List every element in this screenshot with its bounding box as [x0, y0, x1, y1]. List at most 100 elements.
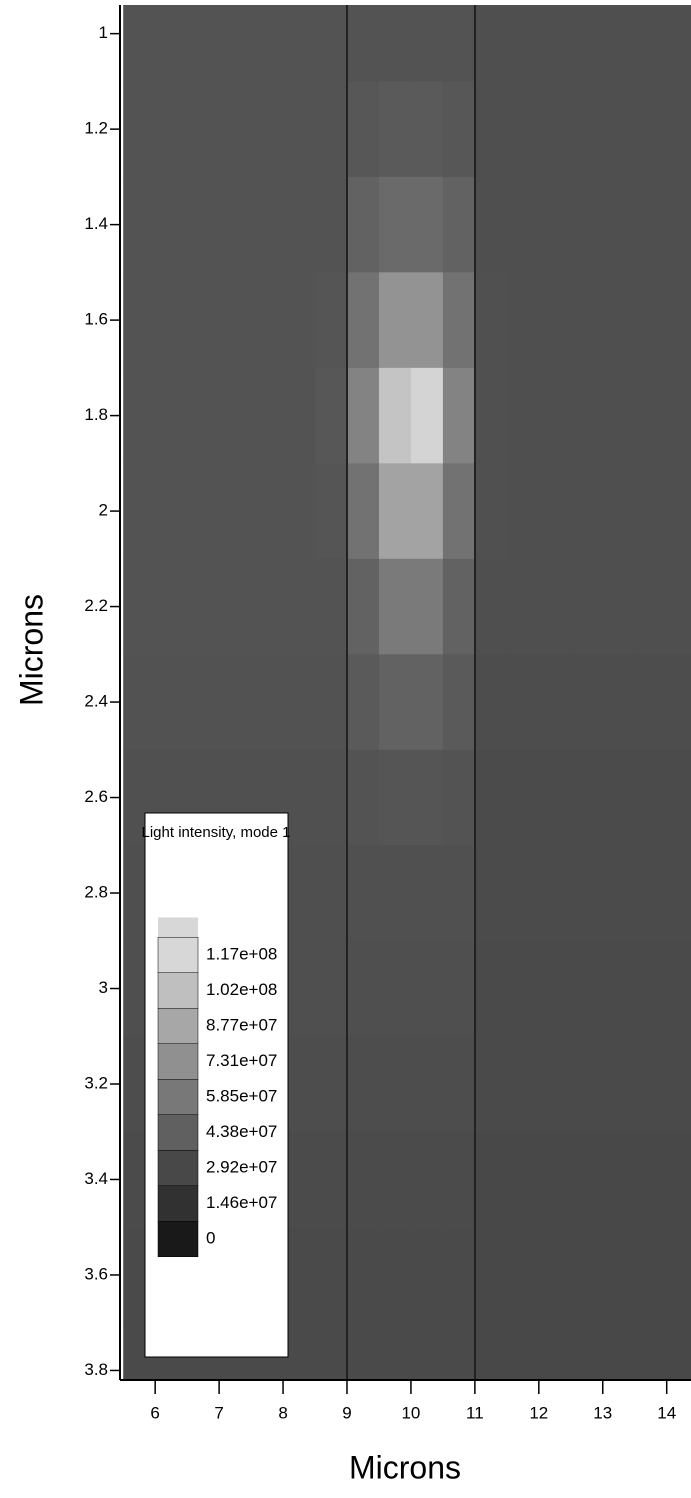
heat-cell — [346, 81, 380, 178]
heat-cell — [474, 1036, 508, 1133]
heat-cell — [474, 81, 508, 178]
heat-cell — [474, 176, 508, 273]
heat-cell — [666, 749, 691, 846]
heat-cell — [187, 5, 220, 82]
heat-cell — [666, 1131, 691, 1228]
heat-cell — [666, 558, 691, 655]
heat-cell — [315, 1322, 348, 1380]
y-tick-label: 2.6 — [84, 787, 108, 806]
heat-cell — [346, 367, 380, 464]
heat-cell — [602, 176, 636, 273]
heat-cell — [442, 654, 476, 751]
legend-label: 1.17e+08 — [206, 944, 277, 963]
heat-cell — [315, 940, 348, 1037]
heat-cell — [538, 463, 572, 560]
heat-cell — [506, 654, 540, 751]
heat-cell — [155, 558, 188, 655]
heat-cell — [410, 558, 444, 655]
heat-cell — [570, 272, 604, 369]
heat-cell — [378, 367, 412, 464]
heat-cell — [506, 81, 540, 178]
x-tick-label: 12 — [529, 1403, 548, 1422]
heat-cell — [570, 367, 604, 464]
heat-cell — [538, 176, 572, 273]
heat-cell — [506, 1227, 540, 1324]
legend-label: 8.77e+07 — [206, 1015, 277, 1034]
heat-cell — [442, 1131, 476, 1228]
heat-cell — [155, 654, 188, 751]
heat-cell — [410, 272, 444, 369]
heat-cell — [602, 81, 636, 178]
heat-cell — [634, 749, 668, 846]
colorbar-band — [157, 1079, 199, 1115]
heat-cell — [155, 81, 188, 178]
heat-cell — [474, 5, 508, 82]
heat-cell — [346, 5, 380, 82]
heat-cell — [251, 463, 284, 560]
heat-cell — [219, 463, 252, 560]
heatmap — [123, 5, 691, 1380]
colorbar-band — [157, 1150, 199, 1186]
heat-cell — [378, 845, 412, 942]
heat-cell — [123, 463, 156, 560]
heat-cell — [442, 176, 476, 273]
colorbar-band — [157, 1221, 199, 1257]
colorbar-band — [157, 1114, 199, 1151]
heat-cell — [378, 1322, 412, 1380]
heat-cell — [570, 749, 604, 846]
heat-cell — [474, 1227, 508, 1324]
heat-cell — [187, 81, 220, 178]
heat-cell — [219, 5, 252, 82]
heat-cell — [155, 367, 188, 464]
heat-cell — [346, 749, 380, 846]
heat-cell — [346, 845, 380, 942]
heat-cell — [602, 1131, 636, 1228]
colorbar-top — [158, 917, 198, 938]
heat-cell — [410, 940, 444, 1037]
heat-cell — [442, 463, 476, 560]
heat-cell — [474, 463, 508, 560]
heat-cell — [474, 940, 508, 1037]
heat-cell — [474, 558, 508, 655]
heat-cell — [602, 940, 636, 1037]
colorbar-band — [157, 1008, 199, 1044]
heat-cell — [219, 654, 252, 751]
heat-cell — [506, 1322, 540, 1380]
heat-cell — [506, 940, 540, 1037]
heat-cell — [666, 654, 691, 751]
heat-cell — [570, 845, 604, 942]
heat-cell — [538, 1227, 572, 1324]
heat-cell — [346, 1227, 380, 1324]
heat-cell — [506, 845, 540, 942]
heat-cell — [570, 1036, 604, 1133]
heat-cell — [474, 749, 508, 846]
heat-cell — [378, 749, 412, 846]
heat-cell — [506, 1036, 540, 1133]
heat-cell — [634, 1227, 668, 1324]
heat-cell — [378, 940, 412, 1037]
x-tick-label: 14 — [657, 1403, 676, 1422]
heat-cell — [283, 367, 316, 464]
heat-cell — [219, 81, 252, 178]
heat-cell — [570, 654, 604, 751]
heat-cell — [570, 558, 604, 655]
heat-cell — [666, 81, 691, 178]
heat-cell — [506, 558, 540, 655]
heat-cell — [315, 1036, 348, 1133]
y-tick-label: 3.6 — [84, 1264, 108, 1283]
heat-cell — [123, 558, 156, 655]
heat-cell — [123, 81, 156, 178]
heat-cell — [315, 1131, 348, 1228]
heat-cell — [283, 272, 316, 369]
heat-cell — [602, 845, 636, 942]
y-axis-label: Microns — [13, 594, 49, 706]
heat-cell — [666, 463, 691, 560]
heat-cell — [442, 1227, 476, 1324]
heat-cell — [251, 81, 284, 178]
heat-cell — [283, 5, 316, 82]
heat-cell — [570, 463, 604, 560]
heat-cell — [634, 558, 668, 655]
heat-cell — [315, 176, 348, 273]
colorbar-band — [157, 1185, 199, 1222]
heat-cell — [378, 81, 412, 178]
